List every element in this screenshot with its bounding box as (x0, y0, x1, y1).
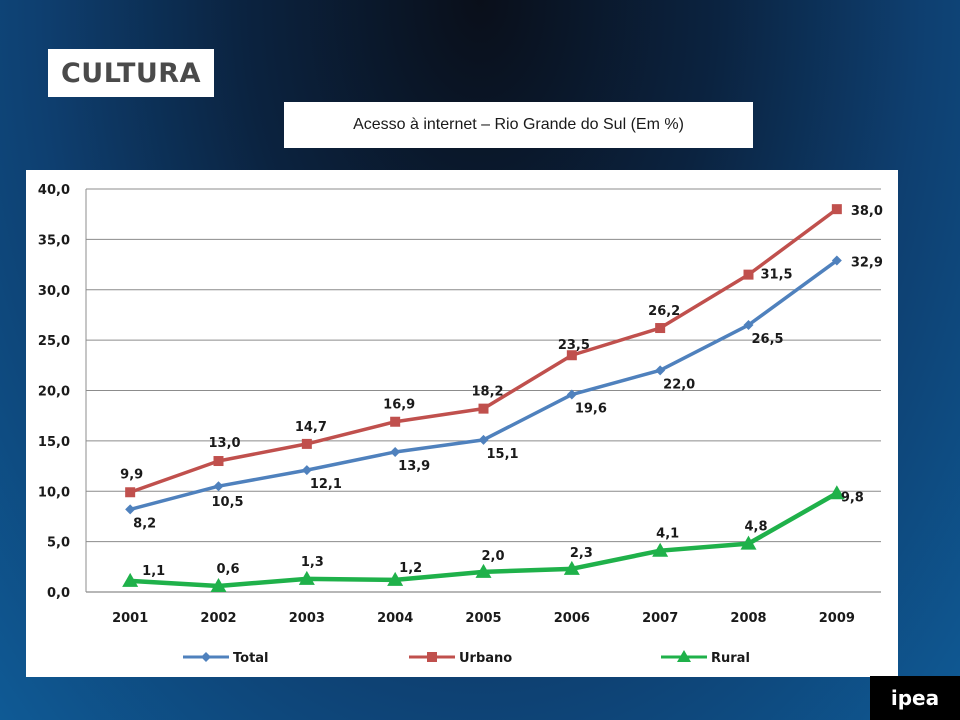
x-tick-label: 2006 (554, 611, 590, 626)
data-point-marker (125, 487, 136, 498)
data-point-marker (655, 323, 666, 334)
y-tick-label: 15,0 (38, 435, 70, 450)
data-label: 9,9 (120, 467, 143, 482)
data-point-marker (475, 563, 492, 578)
x-tick-label: 2008 (730, 611, 766, 626)
data-point-marker (122, 572, 139, 587)
ipea-logo: ipea (870, 676, 960, 720)
data-label: 1,1 (142, 564, 165, 579)
legend-label: Total (233, 651, 269, 666)
data-label: 13,0 (209, 436, 241, 451)
data-label: 14,7 (295, 420, 327, 435)
data-label: 22,0 (663, 377, 695, 392)
legend-label: Rural (711, 651, 750, 666)
data-label: 26,5 (752, 332, 784, 347)
data-point-marker (210, 577, 227, 592)
data-label: 10,5 (212, 495, 244, 510)
data-label: 2,0 (482, 549, 505, 564)
data-point-marker (390, 446, 401, 457)
data-point-marker (478, 434, 489, 445)
data-label: 4,8 (745, 520, 768, 535)
x-tick-label: 2007 (642, 611, 678, 626)
data-point-marker (743, 320, 754, 331)
data-point-marker (301, 465, 312, 476)
data-label: 0,6 (217, 562, 240, 577)
data-label: 23,5 (558, 338, 590, 353)
data-point-marker (566, 350, 577, 361)
data-label: 32,9 (851, 256, 883, 271)
data-label: 38,0 (851, 204, 883, 219)
data-label: 26,2 (648, 304, 680, 319)
y-tick-label: 30,0 (38, 284, 70, 299)
chart-panel: 0,0 5,0 10,0 15,0 20,0 25,0 30,0 35,0 40,0 2001 20… (26, 170, 898, 677)
y-tick-label: 5,0 (47, 536, 70, 551)
data-point-marker (301, 438, 312, 449)
chart-title: Acesso à internet – Rio Grande do Sul (E… (284, 102, 753, 148)
legend-label: Urbano (459, 651, 512, 666)
x-tick-label: 2009 (819, 611, 855, 626)
data-point-marker (655, 365, 666, 376)
x-tick-label: 2003 (289, 611, 325, 626)
data-point-marker (563, 560, 580, 575)
data-label: 31,5 (761, 268, 793, 283)
data-label: 12,1 (310, 477, 342, 492)
legend-marker (201, 652, 211, 662)
data-label: 2,3 (570, 546, 593, 561)
line-chart: 0,0 5,0 10,0 15,0 20,0 25,0 30,0 35,0 40,0 2001 20… (38, 183, 883, 666)
data-point-marker (743, 269, 754, 280)
data-point-marker (478, 403, 489, 414)
y-tick-label: 40,0 (38, 183, 70, 198)
data-point-marker (390, 416, 401, 427)
y-tick-label: 0,0 (47, 586, 70, 601)
y-tick-label: 35,0 (38, 233, 70, 248)
y-tick-label: 10,0 (38, 485, 70, 500)
data-label: 1,2 (399, 561, 422, 576)
data-label: 18,2 (472, 385, 504, 400)
data-label: 1,3 (301, 555, 324, 570)
data-point-marker (213, 456, 224, 467)
data-label: 4,1 (656, 527, 679, 542)
y-tick-label: 20,0 (38, 385, 70, 400)
data-point-marker (213, 481, 224, 492)
data-label: 15,1 (487, 447, 519, 462)
data-label: 9,8 (841, 490, 864, 505)
x-tick-label: 2002 (200, 611, 236, 626)
x-tick-label: 2004 (377, 611, 413, 626)
data-label: 13,9 (398, 459, 430, 474)
data-point-marker (652, 542, 669, 557)
data-point-marker (566, 389, 577, 400)
legend-marker (677, 650, 691, 662)
data-point-marker (828, 485, 845, 500)
data-point-marker (125, 504, 136, 515)
data-point-marker (740, 535, 757, 550)
data-point-marker (831, 255, 842, 266)
data-point-marker (387, 571, 404, 586)
legend-marker (427, 652, 437, 662)
y-tick-label: 25,0 (38, 334, 70, 349)
data-label: 16,9 (383, 398, 415, 413)
x-tick-label: 2001 (112, 611, 148, 626)
section-label: CULTURA (48, 49, 214, 97)
data-label: 19,6 (575, 402, 607, 417)
data-label: 8,2 (133, 516, 156, 531)
data-point-marker (831, 204, 842, 215)
data-point-marker (298, 570, 315, 585)
x-tick-label: 2005 (465, 611, 501, 626)
